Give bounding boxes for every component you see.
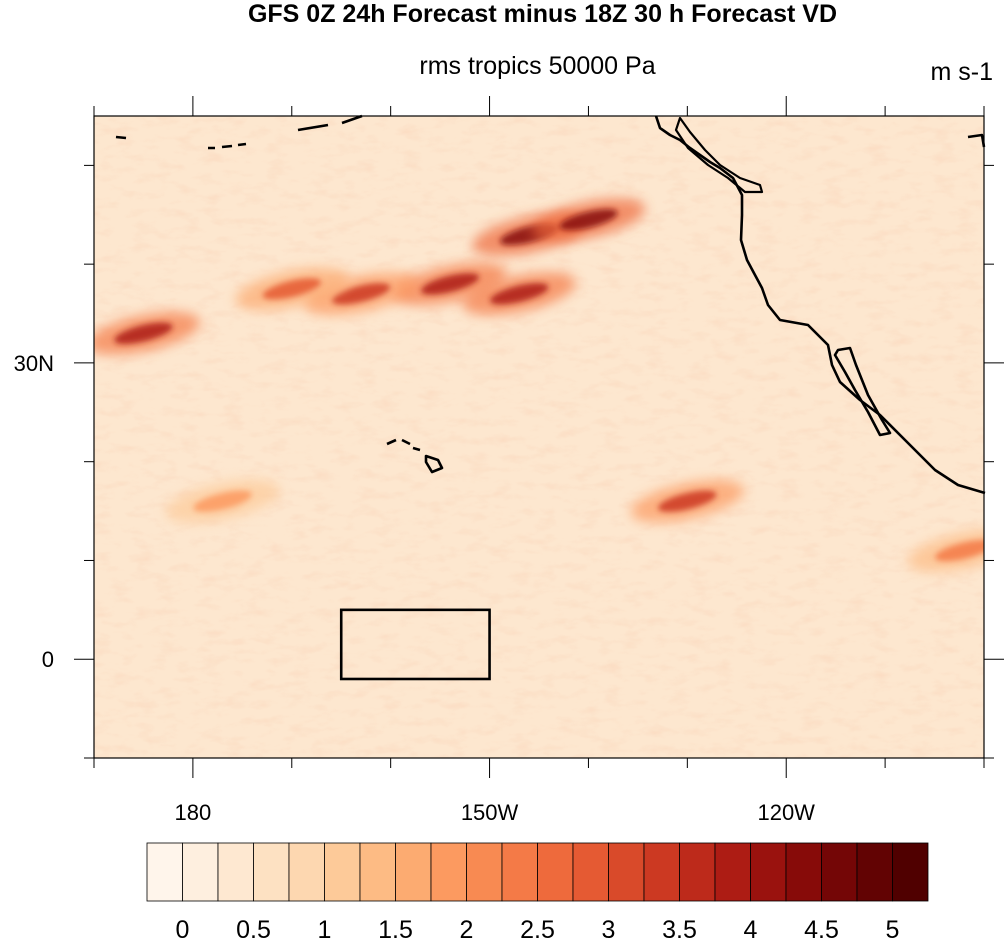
colorbar-swatch <box>892 842 929 902</box>
region-box <box>339 608 491 681</box>
hotspot <box>907 529 984 572</box>
axis-tick-labels: 180 150W 120W 0 30N <box>14 351 816 825</box>
colorbar-label: 4 <box>744 916 758 944</box>
colorbar-swatch <box>821 842 858 902</box>
y-tick-label: 0 <box>42 647 54 672</box>
x-tick-label: 120W <box>757 800 815 825</box>
colorbar-swatch <box>324 842 361 902</box>
map-subtitle: rms tropics 50000 Pa <box>419 52 656 80</box>
colorbar-swatch <box>395 842 432 902</box>
hotspot <box>234 267 349 311</box>
colorbar-label: 5 <box>886 916 900 944</box>
colorbar-label: 2 <box>460 916 474 944</box>
hotspot <box>462 272 577 316</box>
hotspot <box>531 198 646 242</box>
colorbar-label: 2.5 <box>520 916 555 944</box>
coastlines <box>115 114 986 495</box>
colorbar-swatch <box>288 842 325 902</box>
colorbar-swatch <box>608 842 645 902</box>
colorbar-swatch <box>501 842 538 902</box>
colorbar-swatch <box>217 842 254 902</box>
colorbar-swatch <box>359 842 396 902</box>
x-tick-label: 150W <box>461 800 519 825</box>
plot-frame <box>93 115 985 759</box>
colorbar-label: 4.5 <box>804 916 839 944</box>
colorbar-swatch <box>182 842 219 902</box>
colorbar-swatch <box>750 842 787 902</box>
y-tick-label: 30N <box>14 351 54 376</box>
colorbar-swatch <box>856 842 893 902</box>
colorbar-label: 3.5 <box>662 916 697 944</box>
hotspot <box>94 311 201 355</box>
hotspot <box>304 272 418 316</box>
hotspot <box>630 479 745 523</box>
colorbar-swatch <box>466 842 503 902</box>
colorbar-swatch <box>253 842 290 902</box>
colorbar-label: 3 <box>602 916 616 944</box>
hotspot <box>393 262 507 306</box>
colorbar <box>146 842 929 902</box>
colorbar-swatch <box>643 842 680 902</box>
hotspot <box>165 479 280 523</box>
axis-ticks <box>74 96 1004 778</box>
colorbar-label: 0 <box>176 916 190 944</box>
map-title: GFS 0Z 24h Forecast minus 18Z 30 h Forec… <box>247 0 838 28</box>
colorbar-labels: 0 0.5 1 1.5 2 2.5 3 3.5 4 4.5 5 <box>176 916 900 944</box>
colorbar-swatch <box>146 842 183 902</box>
colorbar-swatch <box>714 842 751 902</box>
colorbar-swatch <box>430 842 467 902</box>
colorbar-label: 1 <box>318 916 332 944</box>
field-layer <box>94 116 984 758</box>
colorbar-swatch <box>572 842 609 902</box>
x-tick-label: 180 <box>175 800 212 825</box>
colorbar-swatch <box>679 842 716 902</box>
colorbar-label: 1.5 <box>378 916 413 944</box>
colorbar-swatch <box>537 842 574 902</box>
units-label: m s-1 <box>930 58 994 86</box>
colorbar-label: 0.5 <box>236 916 271 944</box>
colorbar-swatch <box>785 842 822 902</box>
